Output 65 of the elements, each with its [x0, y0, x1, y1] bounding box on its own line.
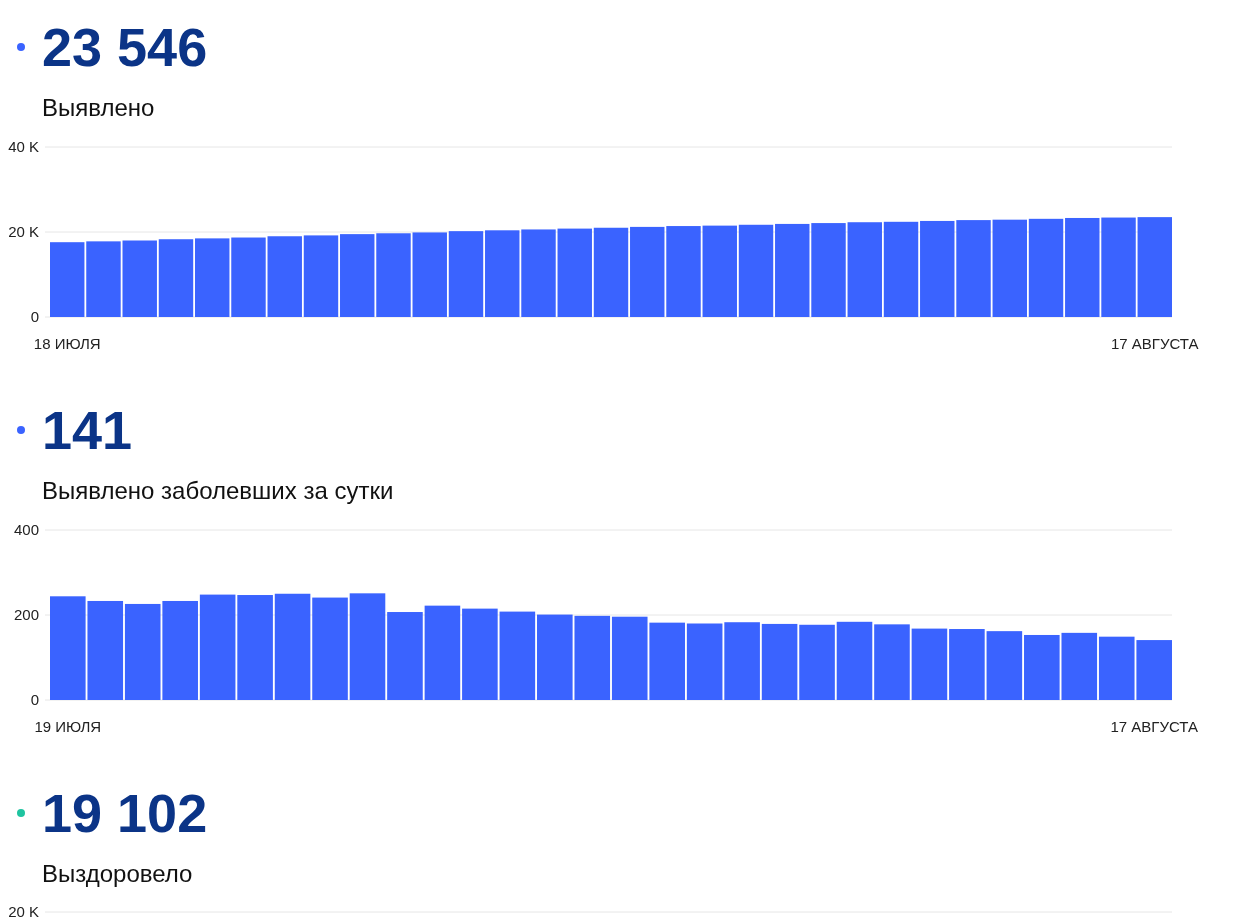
bar — [274, 593, 311, 700]
chart-subtitle: Выявлено — [42, 94, 155, 121]
bar — [702, 225, 737, 317]
chart-title: 23 546 — [42, 17, 208, 77]
bar — [122, 240, 157, 317]
bar — [666, 226, 701, 317]
bar — [521, 229, 556, 317]
bar — [303, 235, 339, 317]
bar — [499, 611, 536, 700]
bar — [593, 227, 629, 317]
bar — [1101, 217, 1136, 317]
bar — [340, 234, 375, 317]
bar — [448, 231, 484, 317]
bar — [376, 233, 411, 317]
bar — [956, 220, 991, 317]
bar — [630, 226, 665, 317]
bar — [949, 629, 985, 700]
bar — [811, 223, 846, 317]
bar — [349, 593, 386, 700]
y-tick-label: 200 — [13, 606, 39, 624]
bar — [387, 612, 423, 700]
bar — [312, 597, 348, 700]
text: 19 102 — [42, 783, 208, 843]
bar — [50, 242, 85, 317]
bar — [195, 238, 230, 317]
bar — [761, 623, 798, 700]
bar — [485, 230, 520, 317]
x-tick-label: 17 АВГУСТА — [1111, 335, 1199, 352]
bar — [237, 595, 273, 700]
bar — [775, 223, 810, 317]
bar — [1028, 218, 1064, 317]
bar — [158, 239, 194, 317]
y-tick-label: 400 — [13, 521, 39, 539]
y-tick-label: 0 — [30, 691, 39, 709]
y-tick-label: 20 K — [8, 223, 39, 241]
bar — [267, 236, 302, 317]
bar — [799, 624, 835, 700]
bar — [424, 605, 461, 700]
x-tick-label: 17 АВГУСТА — [1110, 718, 1198, 735]
bar — [836, 621, 873, 700]
bar — [724, 622, 760, 700]
text: Выздоровело — [42, 860, 193, 887]
bar — [86, 241, 121, 317]
y-tick-label: 40 K — [8, 138, 39, 156]
x-tick-label: 18 ИЮЛЯ — [33, 335, 101, 352]
y-tick-label: 0 — [30, 308, 39, 326]
bar — [874, 624, 910, 700]
bar — [911, 628, 948, 700]
bar — [1137, 217, 1172, 317]
bar — [986, 631, 1023, 700]
chart-subtitle: Выявлено заболевших за сутки — [42, 477, 394, 504]
bar — [847, 222, 882, 317]
bar — [920, 220, 955, 317]
bar — [199, 594, 236, 700]
bar — [462, 608, 498, 700]
bar — [412, 232, 447, 317]
bar — [738, 224, 774, 317]
bar — [231, 237, 266, 317]
bar — [1065, 217, 1100, 317]
chart-title: 141 — [42, 400, 133, 460]
bar — [883, 221, 919, 317]
bar — [992, 219, 1027, 317]
x-tick-label: 19 ИЮЛЯ — [34, 718, 102, 735]
bar — [557, 228, 592, 317]
bar — [686, 623, 723, 700]
